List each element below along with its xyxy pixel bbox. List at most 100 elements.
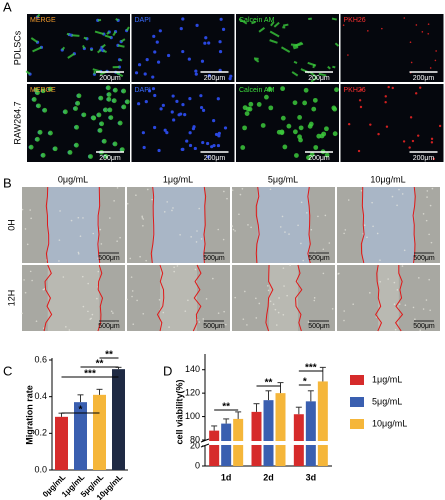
nucleus — [185, 139, 189, 143]
cell — [31, 279, 33, 282]
cell-body — [97, 49, 102, 54]
membrane-dot — [438, 124, 442, 128]
axis-break — [201, 441, 332, 445]
cell — [92, 232, 95, 235]
nucleus — [199, 94, 203, 98]
cell-body — [270, 21, 275, 27]
membrane-dot — [347, 54, 349, 56]
nucleus — [216, 143, 221, 148]
cell — [198, 207, 200, 210]
cell — [223, 310, 225, 313]
cell-body — [297, 134, 302, 140]
cell — [396, 289, 399, 291]
nucleus — [194, 69, 198, 73]
legend-label: 1μg/mL — [372, 374, 402, 384]
cell — [225, 323, 227, 326]
cell-body — [251, 20, 256, 25]
membrane-dot — [415, 24, 418, 26]
cell — [401, 265, 404, 267]
y-tick-label: 0.2 — [34, 428, 47, 438]
cell — [430, 241, 433, 244]
cell — [278, 297, 280, 299]
bar — [317, 381, 328, 466]
cell — [198, 321, 201, 323]
nucleus — [214, 132, 219, 137]
cell-body — [318, 72, 327, 77]
nucleus — [217, 134, 221, 138]
sig-label: *** — [305, 363, 317, 374]
cell-body — [88, 154, 93, 159]
cell — [255, 297, 257, 300]
cell-body — [332, 65, 336, 69]
cell — [404, 304, 407, 307]
cell — [62, 276, 65, 278]
cell-body — [269, 39, 278, 44]
membrane-dot — [403, 17, 406, 19]
cell — [372, 225, 374, 228]
micrograph — [27, 14, 130, 82]
cell-body — [282, 144, 288, 150]
wound-edge — [192, 264, 202, 332]
nucleus — [229, 74, 233, 78]
cell-body — [62, 109, 68, 115]
cell — [398, 188, 400, 191]
cell-body — [119, 58, 123, 62]
nucleus — [166, 53, 171, 58]
sig-label: * — [79, 405, 83, 416]
membrane-dot — [409, 41, 412, 44]
nucleus — [153, 50, 157, 54]
cell — [281, 215, 284, 218]
cell — [289, 264, 291, 267]
cell — [23, 279, 25, 281]
cell-body — [101, 138, 107, 144]
wound-edge — [203, 186, 207, 264]
scale-label: 500μm — [308, 323, 330, 330]
cell — [96, 297, 98, 300]
wound-edge — [360, 186, 365, 264]
cell — [115, 255, 118, 258]
nucleus — [153, 93, 157, 98]
cell-body — [108, 115, 114, 120]
cell-body — [71, 34, 80, 37]
wound-edge — [295, 264, 303, 332]
cell-body — [117, 44, 125, 48]
y-tick-label: 0 — [195, 460, 200, 470]
nucleus — [199, 105, 204, 110]
membrane-dot — [381, 27, 383, 30]
x-tick-label: 1d — [221, 472, 232, 482]
y-tick-label: 0.0 — [34, 464, 47, 474]
cell-body — [98, 95, 104, 101]
row-label: RAW264.7 — [12, 101, 22, 144]
cell — [231, 225, 234, 227]
cell — [212, 277, 214, 280]
cell — [166, 201, 169, 203]
sig-label: ** — [96, 359, 104, 370]
cell — [29, 209, 31, 211]
wound-gap — [257, 187, 310, 263]
cell — [428, 278, 430, 281]
cell-body — [269, 30, 280, 38]
cell-body — [40, 88, 46, 94]
cell — [77, 253, 80, 255]
cell-body — [291, 71, 299, 77]
membrane-dot — [377, 132, 380, 136]
row-label: 12H — [6, 290, 16, 307]
cell-body — [293, 60, 298, 64]
cell — [269, 188, 272, 191]
nucleus — [194, 72, 198, 76]
cell-body — [264, 94, 269, 100]
cell — [81, 275, 84, 278]
cell — [300, 242, 302, 245]
cell — [286, 294, 288, 297]
cell — [247, 224, 249, 226]
cell-body — [28, 144, 34, 150]
cell-body — [332, 106, 338, 112]
cell — [135, 194, 137, 197]
channel-label: Calcein AM — [239, 17, 275, 24]
sig-label: ** — [222, 402, 230, 413]
nucleus — [137, 63, 142, 67]
cell — [190, 236, 192, 238]
cell — [269, 300, 272, 303]
cell — [250, 226, 252, 229]
cell-body — [248, 101, 254, 107]
